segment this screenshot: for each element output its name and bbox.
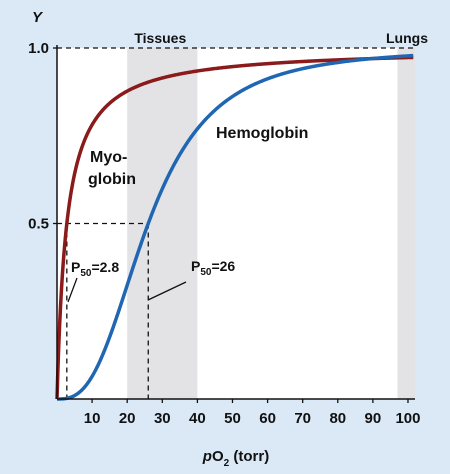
x-tick-label: 90 — [365, 410, 382, 427]
hemoglobin-label: Hemoglobin — [216, 125, 308, 142]
ticks: 10 20 30 40 50 60 70 80 90 100 0.5 1.0 — [28, 40, 420, 427]
x-tick-label: 50 — [224, 410, 241, 427]
region-label-tissues: Tissues — [134, 30, 186, 46]
myoglobin-label-line2: globin — [88, 171, 136, 188]
x-tick-label: 10 — [84, 410, 101, 427]
x-tick-label: 20 — [119, 410, 136, 427]
y-axis-label: Y — [32, 9, 44, 26]
hemoglobin-p50-leader — [147, 281, 187, 301]
x-tick-label: 100 — [395, 410, 420, 427]
hemoglobin-curve — [57, 53, 414, 401]
myoglobin-label-line1: Myo- — [90, 149, 127, 166]
y-tick-label: 0.5 — [28, 216, 49, 233]
myoglobin-p50-label: P50=2.8 — [71, 259, 119, 279]
curves — [55, 53, 414, 401]
hemoglobin-p50-label: P50=26 — [191, 258, 235, 278]
region-label-lungs: Lungs — [386, 30, 428, 46]
x-tick-label: 70 — [294, 410, 311, 427]
myoglobin-p50-leader — [67, 277, 78, 303]
x-tick-label: 80 — [329, 410, 346, 427]
x-tick-label: 30 — [154, 410, 171, 427]
region-lungs — [397, 48, 415, 399]
axes — [56, 45, 415, 400]
region-tissues — [127, 48, 198, 399]
plot-area — [57, 48, 415, 399]
x-axis-label: pO2 (torr) — [202, 448, 269, 469]
x-tick-label: 40 — [189, 410, 206, 427]
x-tick-label: 60 — [259, 410, 276, 427]
reference-lines — [57, 47, 415, 399]
y-tick-label: 1.0 — [28, 40, 49, 57]
